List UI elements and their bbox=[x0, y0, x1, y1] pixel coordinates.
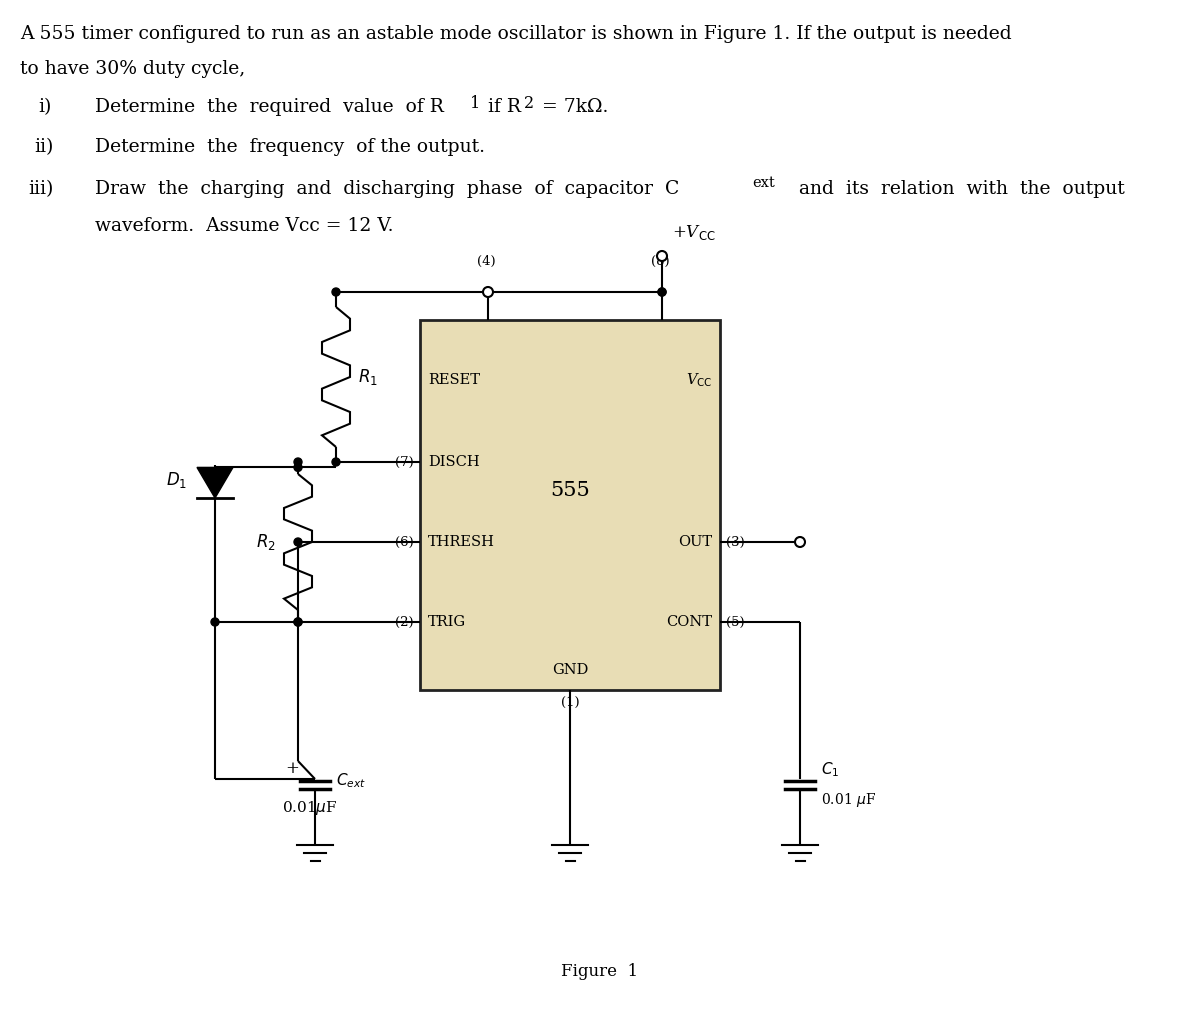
Text: THRESH: THRESH bbox=[428, 535, 494, 549]
Text: (2): (2) bbox=[395, 615, 414, 628]
Text: A 555 timer configured to run as an astable mode oscillator is shown in Figure 1: A 555 timer configured to run as an asta… bbox=[20, 25, 1012, 43]
Circle shape bbox=[294, 458, 302, 466]
Text: = 7kΩ.: = 7kΩ. bbox=[536, 98, 608, 116]
Circle shape bbox=[658, 288, 666, 296]
Text: $C_1$: $C_1$ bbox=[821, 761, 839, 779]
Text: 0.01$\mu$F: 0.01$\mu$F bbox=[282, 799, 337, 817]
Text: ext: ext bbox=[752, 176, 775, 190]
Text: RESET: RESET bbox=[428, 373, 480, 387]
Text: Determine  the  required  value  of R: Determine the required value of R bbox=[95, 98, 444, 116]
Text: and  its  relation  with  the  output: and its relation with the output bbox=[787, 180, 1124, 198]
Text: 555: 555 bbox=[550, 481, 590, 500]
Text: $R_2$: $R_2$ bbox=[256, 532, 276, 552]
Text: GND: GND bbox=[552, 663, 588, 677]
Text: DISCH: DISCH bbox=[428, 454, 480, 469]
Text: (1): (1) bbox=[560, 696, 580, 709]
Circle shape bbox=[332, 458, 340, 466]
Text: $C_{ext}$: $C_{ext}$ bbox=[336, 772, 366, 791]
Text: (5): (5) bbox=[726, 615, 745, 628]
Circle shape bbox=[211, 618, 220, 626]
Text: (6): (6) bbox=[395, 535, 414, 548]
Text: $D_1$: $D_1$ bbox=[166, 470, 187, 490]
Text: i): i) bbox=[38, 98, 52, 116]
Text: Determine  the  frequency  of the output.: Determine the frequency of the output. bbox=[95, 138, 485, 156]
Text: ii): ii) bbox=[34, 138, 53, 156]
Text: (8): (8) bbox=[650, 255, 670, 268]
Text: $R_1$: $R_1$ bbox=[358, 367, 378, 387]
Text: Figure  1: Figure 1 bbox=[562, 964, 638, 981]
Text: waveform.  Assume Vcc = 12 V.: waveform. Assume Vcc = 12 V. bbox=[95, 217, 394, 235]
Text: (3): (3) bbox=[726, 535, 745, 548]
Text: +: + bbox=[286, 760, 299, 777]
Circle shape bbox=[294, 538, 302, 546]
Circle shape bbox=[658, 251, 667, 261]
Circle shape bbox=[294, 464, 302, 472]
Text: (4): (4) bbox=[476, 255, 496, 268]
Text: if R: if R bbox=[482, 98, 521, 116]
Circle shape bbox=[658, 288, 666, 296]
Text: TRIG: TRIG bbox=[428, 615, 466, 629]
Circle shape bbox=[294, 618, 302, 626]
FancyBboxPatch shape bbox=[420, 320, 720, 690]
Circle shape bbox=[332, 288, 340, 296]
Text: OUT: OUT bbox=[678, 535, 712, 549]
Text: 1: 1 bbox=[470, 95, 480, 112]
Circle shape bbox=[796, 537, 805, 547]
Circle shape bbox=[294, 618, 302, 626]
Circle shape bbox=[484, 288, 492, 296]
Text: iii): iii) bbox=[28, 180, 53, 198]
Polygon shape bbox=[197, 468, 233, 498]
Text: (7): (7) bbox=[395, 456, 414, 469]
Text: to have 30% duty cycle,: to have 30% duty cycle, bbox=[20, 60, 245, 78]
Circle shape bbox=[482, 287, 493, 297]
Text: Draw  the  charging  and  discharging  phase  of  capacitor  C: Draw the charging and discharging phase … bbox=[95, 180, 679, 198]
Text: V$_\mathrm{CC}$: V$_\mathrm{CC}$ bbox=[685, 371, 712, 389]
Text: +V$_\mathrm{CC}$: +V$_\mathrm{CC}$ bbox=[672, 223, 715, 242]
Text: CONT: CONT bbox=[666, 615, 712, 629]
Text: 0.01 $\mu$F: 0.01 $\mu$F bbox=[821, 791, 876, 809]
Text: 2: 2 bbox=[524, 95, 534, 112]
